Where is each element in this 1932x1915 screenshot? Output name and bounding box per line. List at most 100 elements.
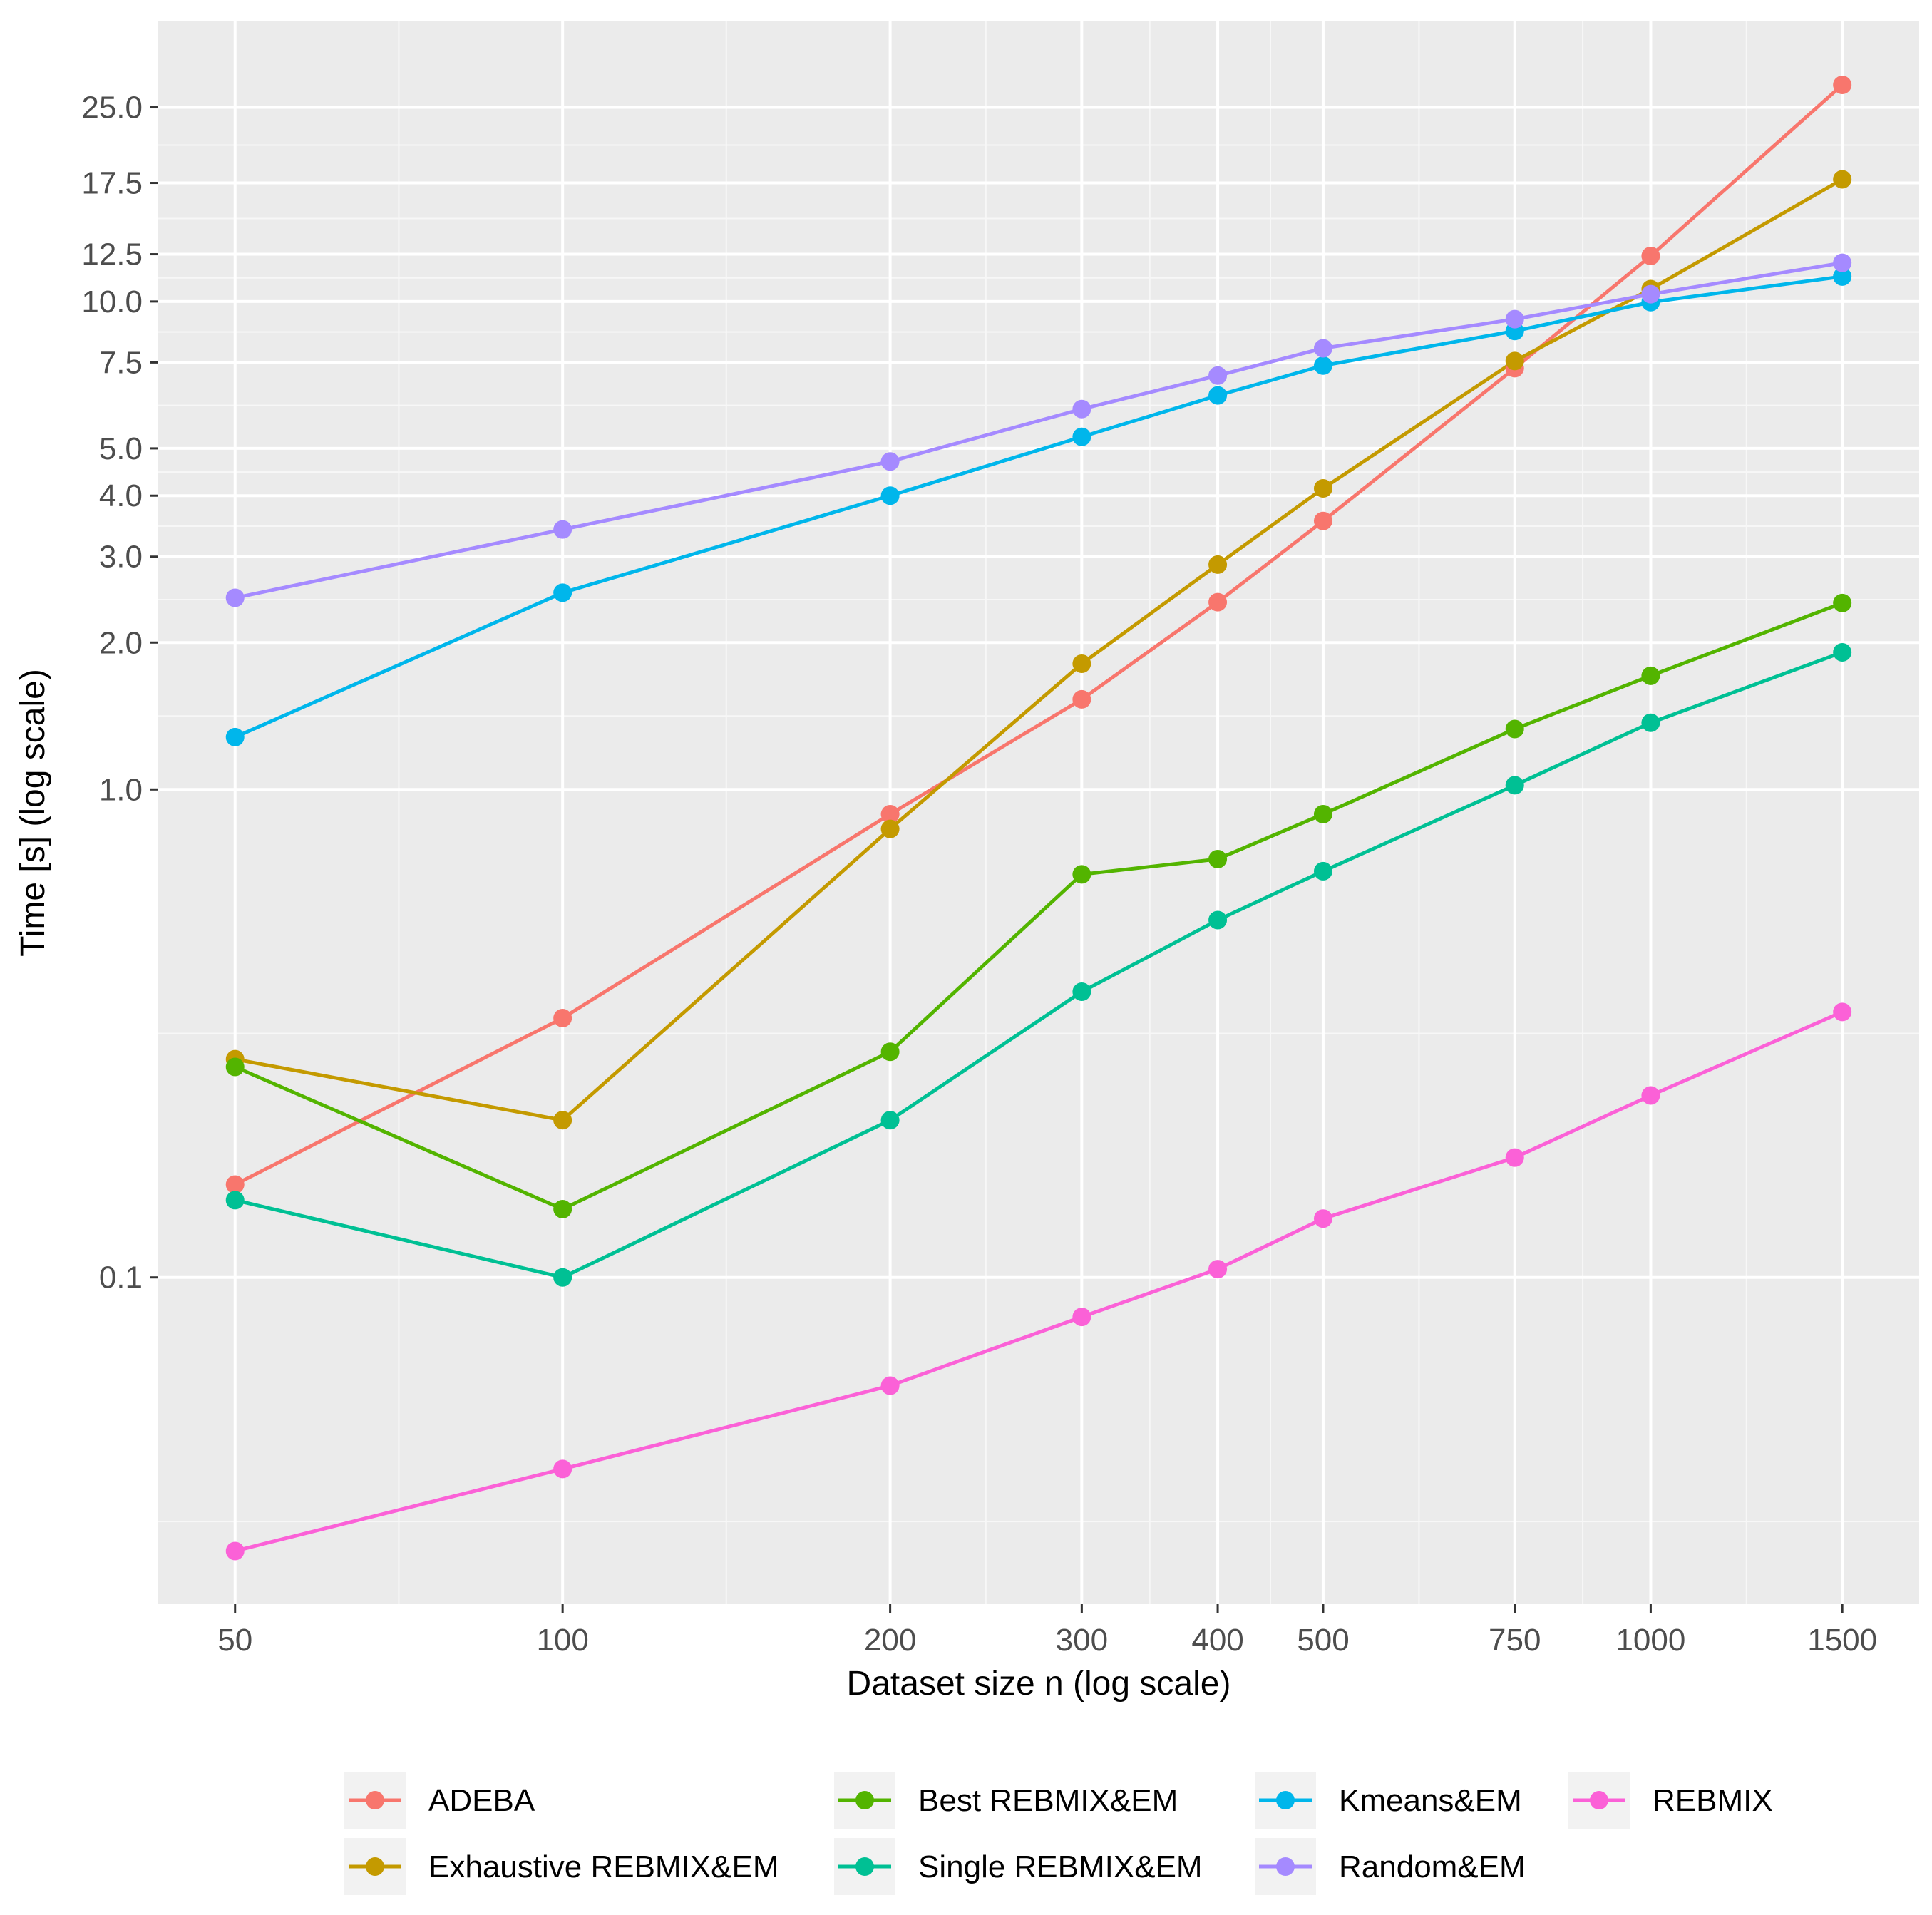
- legend-label: ADEBA: [428, 1783, 535, 1818]
- data-point: [1072, 399, 1091, 419]
- data-point: [225, 727, 245, 746]
- data-point: [1641, 1086, 1660, 1105]
- data-point: [1833, 642, 1852, 662]
- data-point: [1313, 1209, 1332, 1228]
- legend-key-point: [1590, 1791, 1608, 1809]
- data-point: [1833, 267, 1852, 286]
- data-point: [1505, 351, 1524, 371]
- data-point: [553, 1459, 572, 1479]
- legend-key-point: [366, 1791, 384, 1809]
- data-point: [553, 1268, 572, 1287]
- data-point: [1313, 804, 1332, 823]
- data-point: [1641, 284, 1660, 304]
- data-point: [553, 1008, 572, 1027]
- data-point: [1833, 253, 1852, 272]
- data-point: [1313, 339, 1332, 358]
- data-point: [1833, 170, 1852, 189]
- data-point: [1505, 719, 1524, 739]
- legend-key-point: [366, 1857, 384, 1876]
- data-point: [1313, 479, 1332, 498]
- legend: ADEBA Exhaustive REBMIX&EM Best REBMIX&EM S…: [344, 1772, 1773, 1895]
- data-point: [880, 819, 900, 838]
- series-layer: [225, 75, 1852, 1561]
- data-point: [225, 1057, 245, 1077]
- data-point: [1313, 511, 1332, 530]
- data-point: [1641, 713, 1660, 732]
- y-axis: 0.1 1.0 2.0 3.0 4.0 5.0 7.5 10.0 12.5 17.5 25.0: [81, 91, 158, 1295]
- y-tick-label: 17.5: [81, 166, 143, 201]
- legend-key-point: [1276, 1791, 1295, 1809]
- x-axis-title: Dataset size n (log scale): [847, 1665, 1231, 1703]
- y-tick-label: 10.0: [81, 284, 143, 319]
- y-tick-label: 3.0: [99, 540, 143, 575]
- data-point: [1208, 555, 1228, 574]
- legend-label: Kmeans&EM: [1339, 1783, 1522, 1818]
- data-point: [880, 804, 900, 823]
- data-point: [225, 588, 245, 607]
- data-point: [1505, 776, 1524, 795]
- y-axis-title: Time [s] (log scale): [14, 669, 52, 957]
- data-point: [880, 452, 900, 471]
- data-point: [1641, 666, 1660, 685]
- legend-label: REBMIX: [1653, 1783, 1773, 1818]
- legend-key-point: [1276, 1857, 1295, 1876]
- data-point: [1313, 356, 1332, 375]
- data-point: [880, 1042, 900, 1062]
- data-point: [1833, 1002, 1852, 1022]
- x-tick-label: 1500: [1807, 1623, 1877, 1658]
- x-tick-label: 750: [1489, 1623, 1541, 1658]
- data-point: [553, 1199, 572, 1218]
- data-point: [1505, 309, 1524, 329]
- data-point: [1208, 386, 1228, 405]
- y-tick-label: 2.0: [99, 625, 143, 660]
- legend-label: Exhaustive REBMIX&EM: [428, 1849, 779, 1884]
- y-tick-label: 0.1: [99, 1261, 143, 1295]
- data-point: [1072, 982, 1091, 1002]
- legend-label: Single REBMIX&EM: [918, 1849, 1203, 1884]
- x-tick-label: 500: [1297, 1623, 1349, 1658]
- y-tick-label: 25.0: [81, 91, 143, 125]
- data-point: [1208, 849, 1228, 868]
- legend-label: Random&EM: [1339, 1849, 1526, 1884]
- y-tick-label: 1.0: [99, 772, 143, 807]
- legend-label: Best REBMIX&EM: [918, 1783, 1178, 1818]
- x-axis: 50 100 200 300 400 500 750 1000 1500: [217, 1604, 1877, 1658]
- data-point: [1505, 1148, 1524, 1167]
- x-tick-label: 200: [864, 1623, 916, 1658]
- data-point: [225, 1541, 245, 1561]
- data-point: [880, 1111, 900, 1130]
- data-point: [553, 1111, 572, 1130]
- legend-key-point: [855, 1791, 874, 1809]
- data-point: [553, 583, 572, 602]
- data-point: [1208, 592, 1228, 612]
- data-point: [1641, 246, 1660, 265]
- data-point: [1313, 861, 1332, 881]
- data-point: [553, 520, 572, 539]
- legend-key-point: [855, 1857, 874, 1876]
- data-point: [1208, 366, 1228, 385]
- data-point: [1208, 1260, 1228, 1279]
- data-point: [1072, 427, 1091, 446]
- data-point: [1208, 910, 1228, 930]
- data-point: [1072, 1308, 1091, 1327]
- y-tick-label: 4.0: [99, 478, 143, 513]
- x-tick-label: 300: [1056, 1623, 1108, 1658]
- x-tick-label: 400: [1191, 1623, 1243, 1658]
- y-tick-label: 12.5: [81, 237, 143, 272]
- y-tick-label: 5.0: [99, 431, 143, 466]
- data-point: [880, 1376, 900, 1395]
- y-tick-label: 7.5: [99, 345, 143, 380]
- x-tick-label: 1000: [1615, 1623, 1685, 1658]
- data-point: [1072, 865, 1091, 884]
- x-tick-label: 100: [536, 1623, 588, 1658]
- data-point: [225, 1175, 245, 1194]
- data-point: [1833, 593, 1852, 612]
- data-point: [880, 486, 900, 505]
- data-point: [1833, 75, 1852, 94]
- plot-panel: [158, 21, 1919, 1604]
- x-tick-label: 50: [217, 1623, 252, 1658]
- data-point: [1072, 654, 1091, 673]
- data-point: [225, 1191, 245, 1210]
- data-point: [1072, 689, 1091, 709]
